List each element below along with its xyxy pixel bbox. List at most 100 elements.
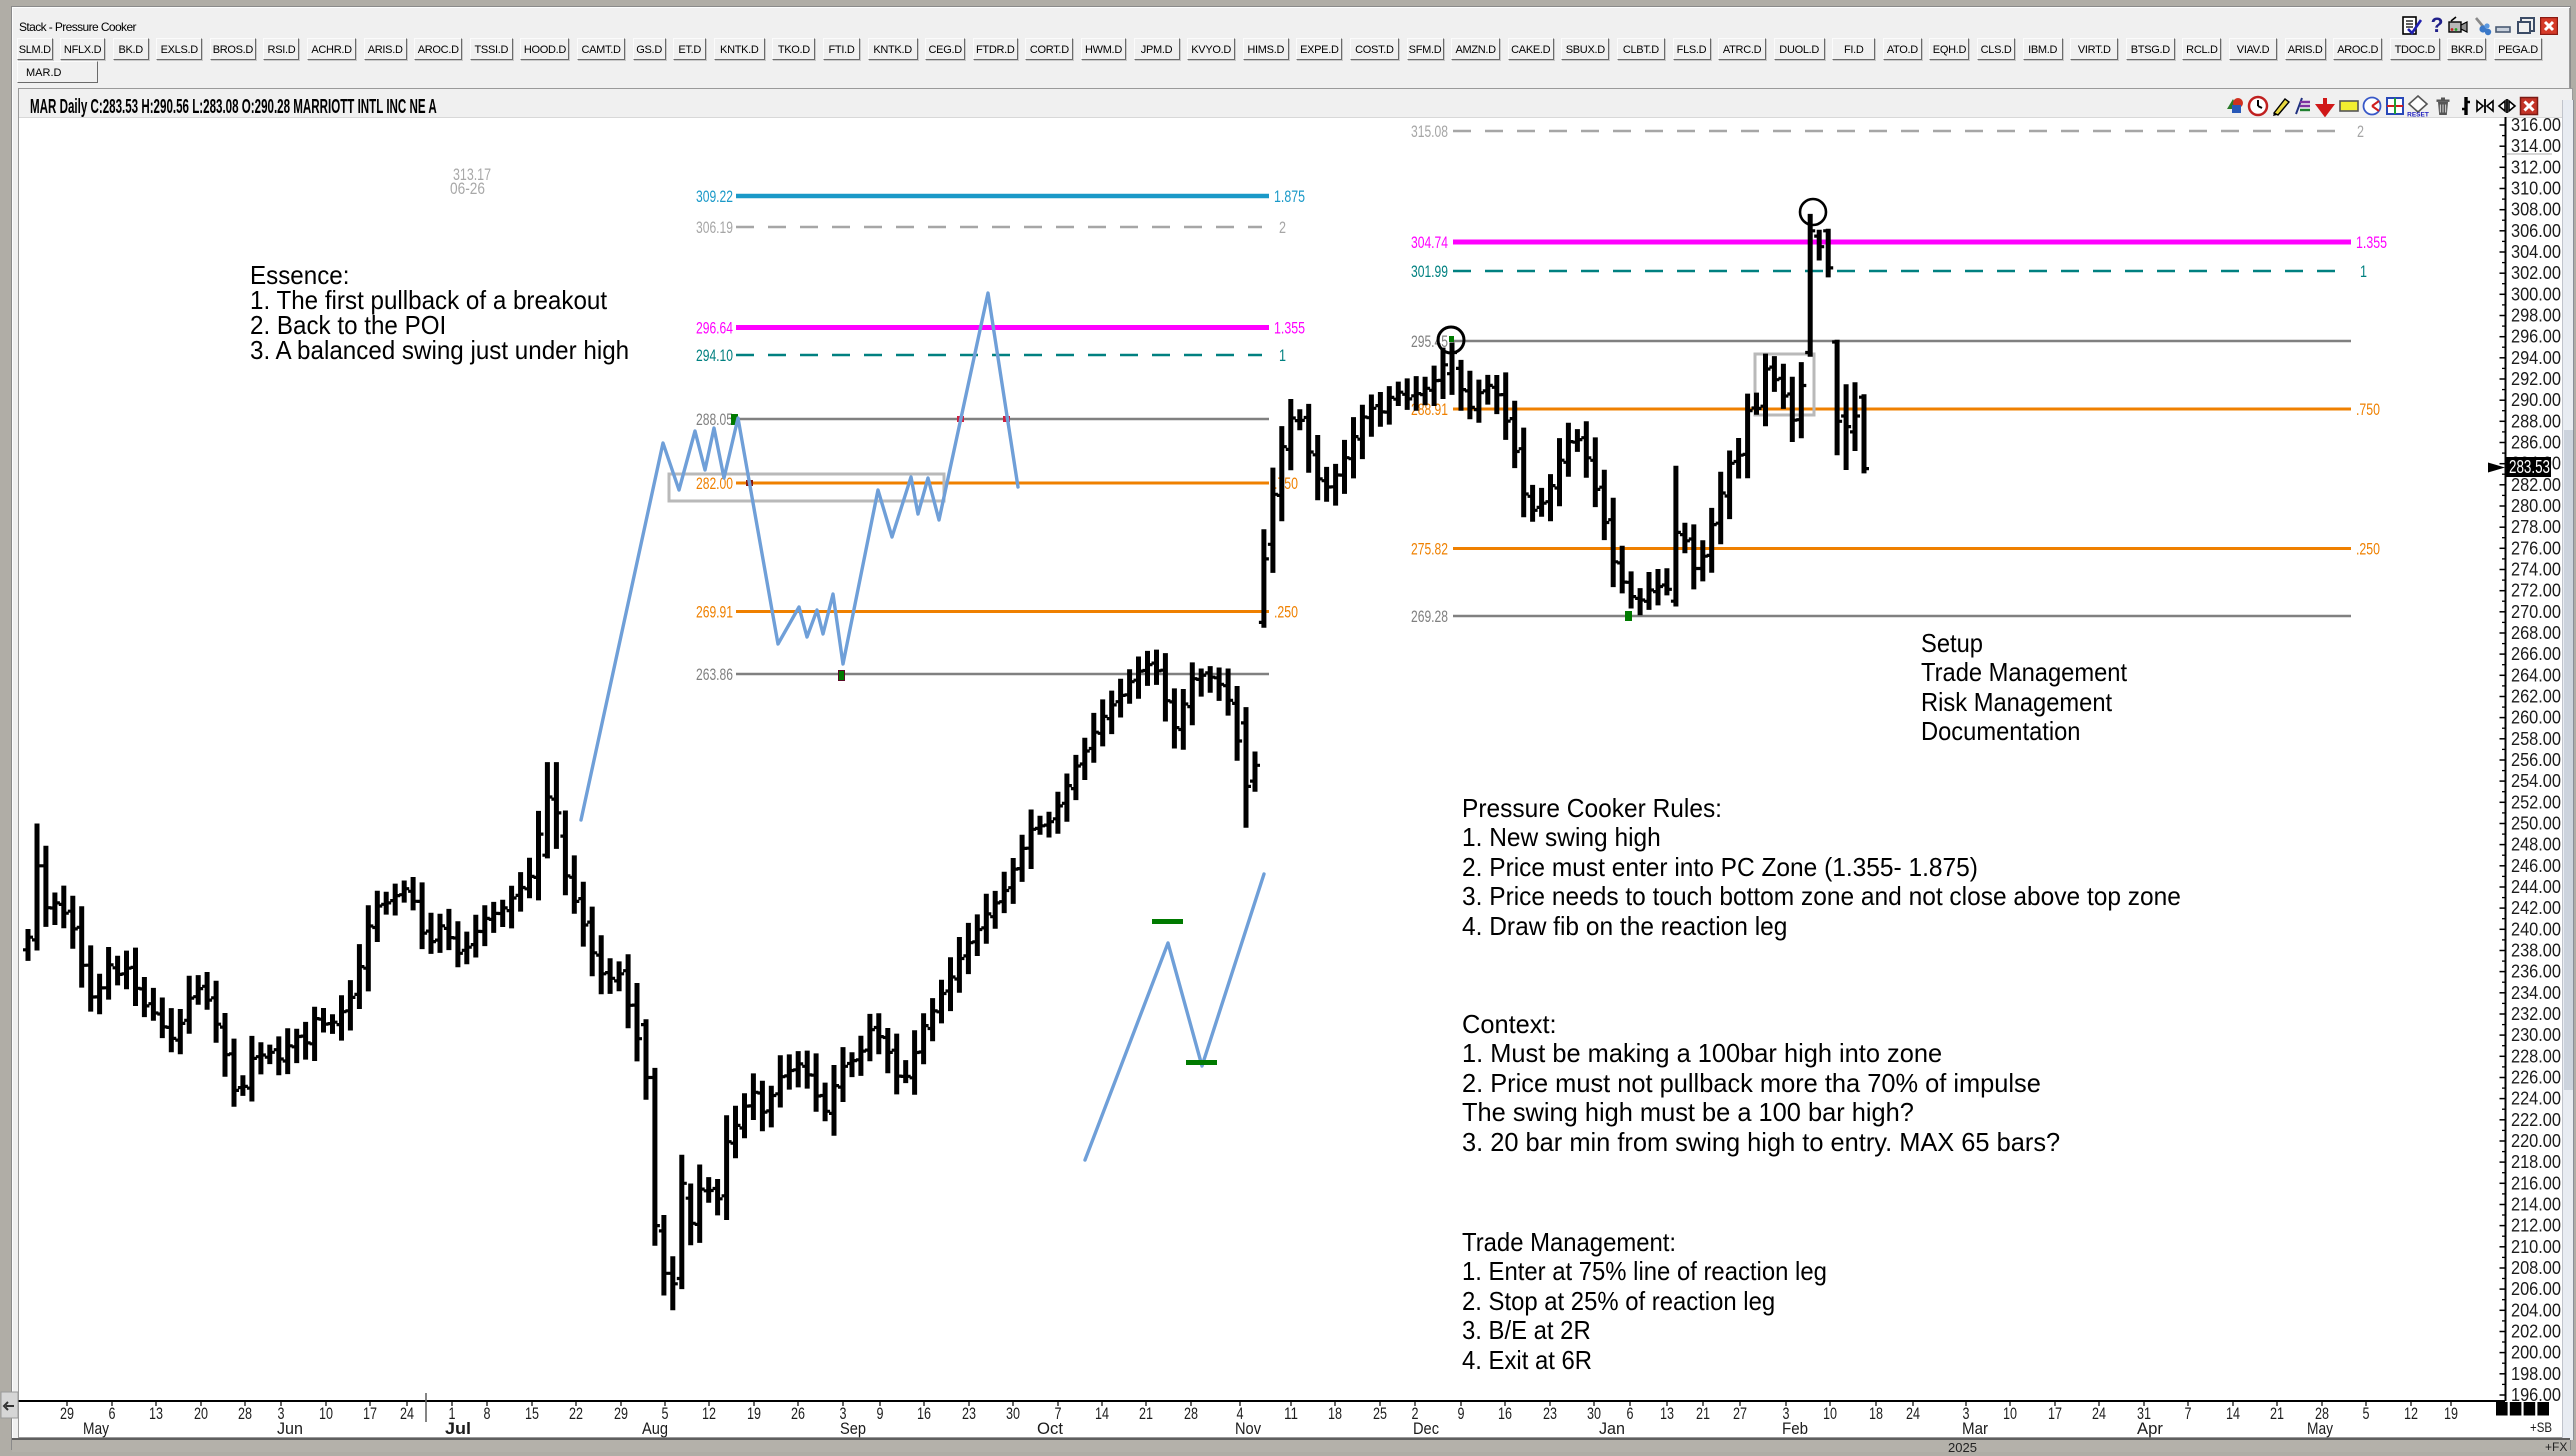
svg-text:May: May [2307,1419,2333,1438]
svg-text:Oct: Oct [1037,1419,1063,1438]
svg-text:230.00: 230.00 [2511,1025,2561,1045]
svg-text:13: 13 [149,1404,163,1423]
svg-text:28: 28 [238,1404,252,1423]
svg-text:13: 13 [1660,1404,1674,1423]
svg-text:3: 3 [1783,1404,1790,1423]
svg-text:298.00: 298.00 [2511,305,2561,325]
svg-text:.250: .250 [2356,540,2380,559]
svg-text:260.00: 260.00 [2511,708,2561,728]
svg-text:210.00: 210.00 [2511,1237,2561,1257]
svg-text:258.00: 258.00 [2511,729,2561,749]
svg-text:278.00: 278.00 [2511,517,2561,537]
svg-text:275.82: 275.82 [1411,540,1448,559]
svg-text:204.00: 204.00 [2511,1300,2561,1320]
svg-text:266.00: 266.00 [2511,644,2561,664]
svg-text:3: 3 [1963,1404,1970,1423]
svg-text:282.00: 282.00 [2511,475,2561,495]
svg-text:26: 26 [791,1404,805,1423]
svg-text:27: 27 [1733,1404,1747,1423]
svg-text:292.00: 292.00 [2511,369,2561,389]
svg-text:280.00: 280.00 [2511,496,2561,516]
svg-text:228.00: 228.00 [2511,1046,2561,1066]
svg-text:242.00: 242.00 [2511,898,2561,918]
svg-text:14: 14 [2226,1404,2240,1423]
svg-text:226.00: 226.00 [2511,1067,2561,1087]
svg-text:5: 5 [662,1404,669,1423]
svg-text:1: 1 [2360,262,2367,281]
svg-text:264.00: 264.00 [2511,665,2561,685]
svg-text:256.00: 256.00 [2511,750,2561,770]
svg-text:306.19: 306.19 [696,218,733,237]
svg-text:269.28: 269.28 [1411,607,1448,626]
svg-text:268.00: 268.00 [2511,623,2561,643]
svg-text:263.86: 263.86 [696,665,733,684]
svg-text:6: 6 [1627,1404,1634,1423]
svg-text:300.00: 300.00 [2511,284,2561,304]
svg-text:308.00: 308.00 [2511,200,2561,220]
svg-text:208.00: 208.00 [2511,1258,2561,1278]
svg-text:196.00: 196.00 [2511,1385,2561,1405]
svg-text:10: 10 [1823,1404,1837,1423]
svg-text:4: 4 [1237,1404,1244,1423]
svg-text:14: 14 [1095,1404,1109,1423]
svg-text:296.64: 296.64 [696,319,733,338]
svg-text:06-26: 06-26 [450,179,485,198]
svg-text:288.00: 288.00 [2511,411,2561,431]
svg-text:200.00: 200.00 [2511,1343,2561,1363]
svg-text:212.00: 212.00 [2511,1216,2561,1236]
svg-text:?: ? [2431,16,2444,36]
svg-text:1: 1 [1279,346,1286,365]
svg-text:Feb: Feb [1782,1419,1808,1438]
svg-text:.250: .250 [1274,603,1298,622]
svg-text:3: 3 [840,1404,847,1423]
svg-text:3: 3 [278,1404,285,1423]
svg-text:274.00: 274.00 [2511,559,2561,579]
svg-text:31: 31 [2137,1404,2151,1423]
svg-text:206.00: 206.00 [2511,1279,2561,1299]
svg-text:9: 9 [877,1404,884,1423]
svg-text:301.99: 301.99 [1411,262,1448,281]
svg-text:28: 28 [2315,1404,2329,1423]
svg-text:29: 29 [60,1404,74,1423]
svg-text:2: 2 [2357,122,2364,141]
svg-text:1.355: 1.355 [1274,319,1305,338]
svg-text:12: 12 [702,1404,716,1423]
svg-text:286.00: 286.00 [2511,432,2561,452]
svg-text:304.74: 304.74 [1411,233,1448,252]
svg-text:21: 21 [2270,1404,2284,1423]
svg-text:272.00: 272.00 [2511,581,2561,601]
svg-text:Mar: Mar [1962,1419,1988,1438]
svg-text:314.00: 314.00 [2511,136,2561,156]
svg-text:17: 17 [363,1404,377,1423]
svg-text:Dec: Dec [1413,1419,1439,1438]
svg-text:234.00: 234.00 [2511,983,2561,1003]
svg-text:11: 11 [1284,1404,1298,1423]
svg-text:17: 17 [2048,1404,2062,1423]
svg-text:232.00: 232.00 [2511,1004,2561,1024]
svg-text:30: 30 [1587,1404,1601,1423]
svg-text:238.00: 238.00 [2511,940,2561,960]
svg-text:294.10: 294.10 [696,346,733,365]
svg-text:16: 16 [917,1404,931,1423]
svg-text:20: 20 [194,1404,208,1423]
svg-text:240.00: 240.00 [2511,919,2561,939]
svg-text:262.00: 262.00 [2511,686,2561,706]
svg-text:202.00: 202.00 [2511,1321,2561,1341]
svg-text:2: 2 [1279,218,1286,237]
svg-text:24: 24 [400,1404,414,1423]
svg-text:Jan: Jan [1599,1419,1625,1438]
svg-text:10: 10 [319,1404,333,1423]
svg-text:28: 28 [1184,1404,1198,1423]
svg-text:309.22: 309.22 [696,187,733,206]
svg-text:7: 7 [1055,1404,1062,1423]
svg-text:288.91: 288.91 [1411,400,1448,419]
svg-text:.750: .750 [2356,400,2380,419]
svg-text:1.355: 1.355 [2356,233,2387,252]
svg-text:Nov: Nov [1235,1419,1261,1438]
svg-text:Apr: Apr [2137,1419,2163,1438]
svg-text:315.08: 315.08 [1411,122,1448,141]
svg-text:12: 12 [2404,1404,2418,1423]
svg-text:Jun: Jun [277,1419,303,1438]
svg-text:+SB: +SB [2530,1419,2552,1435]
svg-text:23: 23 [1543,1404,1557,1423]
